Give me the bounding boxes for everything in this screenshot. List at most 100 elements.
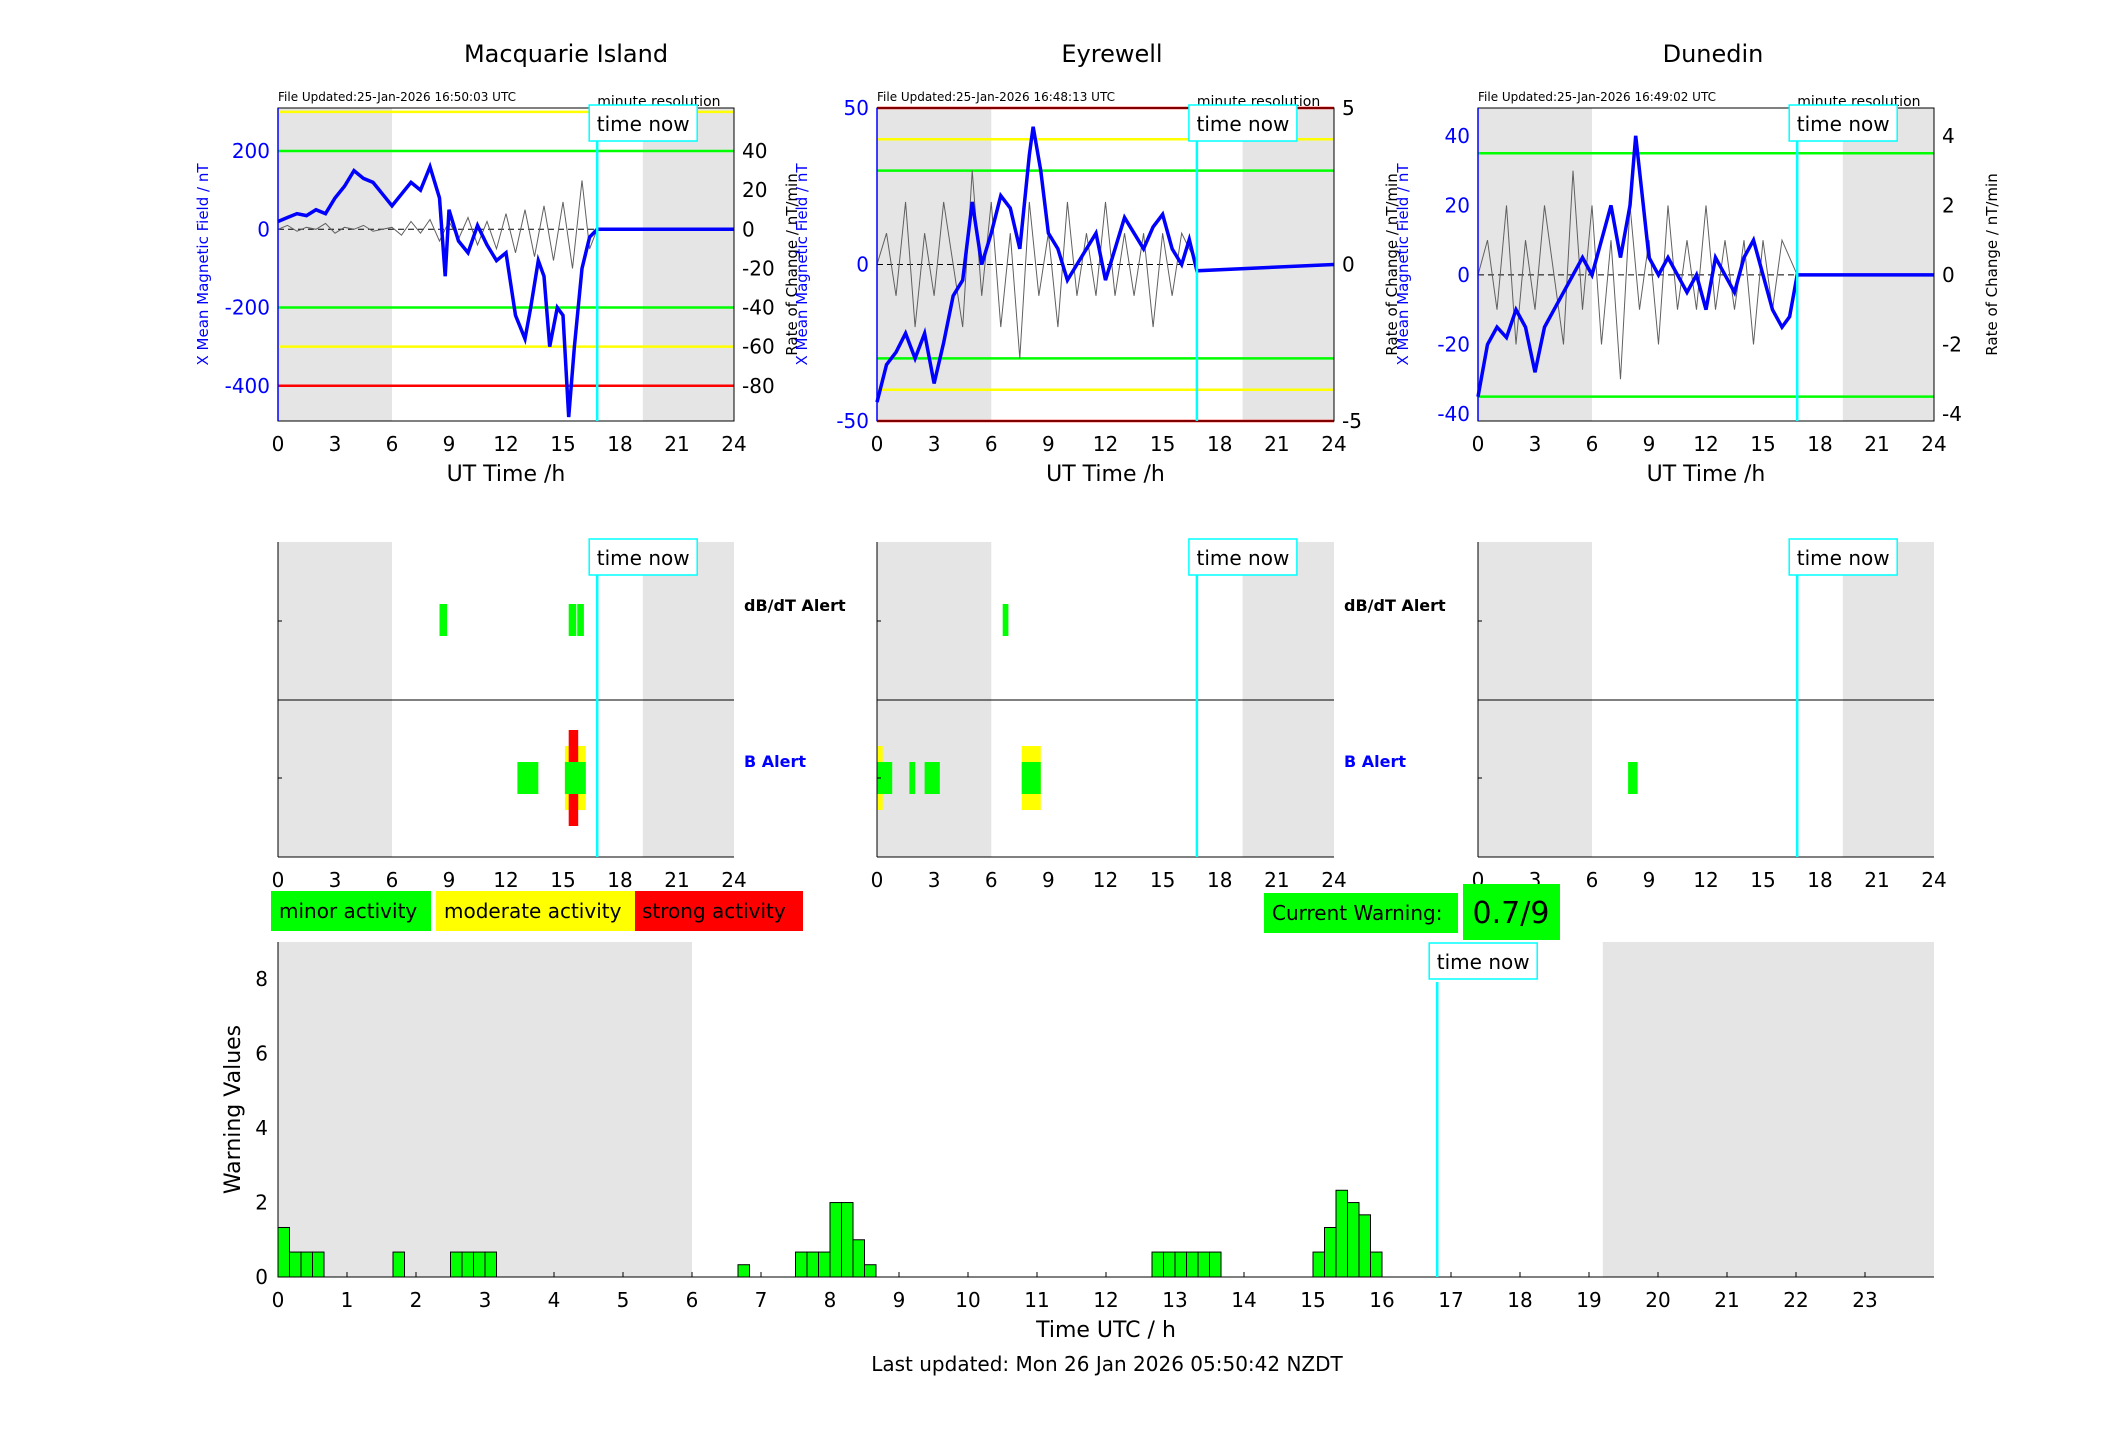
current-warning-label: Current Warning:	[1272, 901, 1442, 925]
b-alert-mark-green	[517, 762, 539, 794]
magnetometer-panel-2: Eyrewell File Updated:25-Jan-2026 16:48:1…	[793, 40, 1401, 487]
last-updated-label: Last updated: Mon 26 Jan 2026 05:50:42 N…	[871, 1352, 1343, 1376]
time-now-box	[1788, 538, 1898, 576]
time-now-box	[588, 538, 698, 576]
x-tick-label: 22	[1783, 1288, 1808, 1312]
x-tick-label: 17	[1438, 1288, 1463, 1312]
x-tick-label: 18	[1807, 432, 1832, 456]
x-tick-label: 16	[1369, 1288, 1394, 1312]
y2-tick-label: -60	[742, 335, 775, 359]
field-series	[277, 161, 734, 418]
x-tick-label: 12	[1693, 432, 1718, 456]
x-tick-label: 10	[955, 1288, 980, 1312]
x-tick-label: 6	[1586, 432, 1599, 456]
x-tick-label: 7	[755, 1288, 768, 1312]
x-tick-label: 15	[1150, 432, 1175, 456]
x-tick-label: 3	[928, 868, 941, 892]
x-tick-label: 3	[1529, 432, 1542, 456]
rate-of-change-series	[876, 170, 1198, 359]
current-warning-value-box	[1463, 884, 1560, 940]
x-tick-label: 0	[1472, 432, 1485, 456]
y-tick-label: 0	[1457, 263, 1470, 287]
y-tick-label: -20	[1437, 332, 1470, 356]
legend-strong-label: strong activity	[642, 899, 786, 923]
b-alert-label: B Alert	[744, 752, 806, 771]
warning-bar	[300, 1251, 314, 1278]
time-now-label: time now	[1437, 950, 1530, 974]
x-tick-label: 12	[1693, 868, 1718, 892]
b-alert-mark-green	[924, 762, 940, 794]
warning-bar	[829, 1202, 843, 1278]
dbdt-alert-mark-green	[577, 604, 584, 636]
b-alert-label: B Alert	[1344, 752, 1406, 771]
x-tick-label: 18	[1807, 868, 1832, 892]
warning-bar	[461, 1251, 475, 1278]
x-tick-label: 12	[493, 432, 518, 456]
x-tick-label: 23	[1852, 1288, 1877, 1312]
rate-of-change-series	[277, 180, 598, 269]
x-tick-label: 18	[1507, 1288, 1532, 1312]
night-shading	[1478, 108, 1592, 421]
time-now-label: time now	[1797, 112, 1890, 136]
warning-bar	[484, 1251, 498, 1278]
y-tick-label: 40	[1445, 124, 1470, 148]
dbdt-alert-mark-green	[1002, 604, 1009, 636]
time-now-label: time now	[597, 546, 690, 570]
x-tick-label: 9	[443, 868, 456, 892]
magnetometer-panel-1: Macquarie Island File Updated:25-Jan-2026…	[194, 40, 801, 487]
warning-bar	[1209, 1251, 1222, 1278]
x-tick-label: 18	[1207, 432, 1232, 456]
night-shading	[1842, 108, 1934, 421]
x-tick-label: 14	[1231, 1288, 1256, 1312]
y2-tick-label: -5	[1342, 409, 1362, 433]
y2-tick-label: 5	[1342, 96, 1355, 120]
x-axis-label: UT Time /h	[447, 462, 566, 487]
warning-bar	[277, 1226, 291, 1278]
dbdt-alert-label: dB/dT Alert	[1344, 596, 1446, 615]
x-tick-label: 18	[607, 868, 632, 892]
x-tick-label: 8	[824, 1288, 837, 1312]
y-tick-label: 0	[856, 253, 869, 277]
x-tick-label: 12	[1093, 432, 1118, 456]
x-tick-label: 11	[1024, 1288, 1049, 1312]
y2-tick-label: -40	[742, 296, 775, 320]
legend-minor-label: minor activity	[279, 899, 417, 923]
x-tick-label: 20	[1645, 1288, 1670, 1312]
x-tick-label: 15	[550, 868, 575, 892]
x-tick-label: 9	[1042, 868, 1055, 892]
warning-bar	[1174, 1251, 1188, 1278]
x-tick-label: 9	[1042, 432, 1055, 456]
x-tick-label: 6	[985, 868, 998, 892]
x-tick-label: 13	[1162, 1288, 1187, 1312]
warning-bar	[852, 1239, 865, 1278]
legend-moderate-swatch	[436, 891, 635, 931]
b-alert-mark-green	[909, 762, 916, 794]
x-tick-label: 15	[1300, 1288, 1325, 1312]
warning-bar	[1197, 1251, 1210, 1278]
b-alert-mark-green	[564, 762, 586, 794]
warning-bar	[1347, 1202, 1360, 1278]
current-warning-label-box	[1264, 893, 1458, 933]
y2-tick-label: -4	[1942, 402, 1962, 426]
time-now-label: time now	[1196, 546, 1289, 570]
y-tick-label: 0	[255, 1265, 268, 1289]
warning-bar	[392, 1251, 406, 1278]
time-now-box	[1788, 104, 1898, 142]
warning-bar	[1162, 1251, 1176, 1278]
x-tick-label: 3	[479, 1288, 492, 1312]
night-shading	[278, 108, 392, 421]
dbdt-alert-mark-green	[568, 604, 577, 636]
time-now-label: time now	[1196, 112, 1289, 136]
y-axis-label: X Mean Magnetic Field / nT	[194, 163, 212, 366]
x-tick-label: 1	[341, 1288, 354, 1312]
warning-bar	[841, 1202, 854, 1278]
x-tick-label: 3	[329, 432, 342, 456]
x-tick-label: 3	[928, 432, 941, 456]
x-tick-label: 12	[1093, 868, 1118, 892]
legend-strong-swatch	[635, 891, 803, 931]
b-alert-mark-green	[1021, 762, 1041, 794]
y-axis-label: X Mean Magnetic Field / nT	[1394, 163, 1412, 366]
y-tick-label: 8	[255, 967, 268, 991]
y2-tick-label: 0	[1342, 253, 1355, 277]
